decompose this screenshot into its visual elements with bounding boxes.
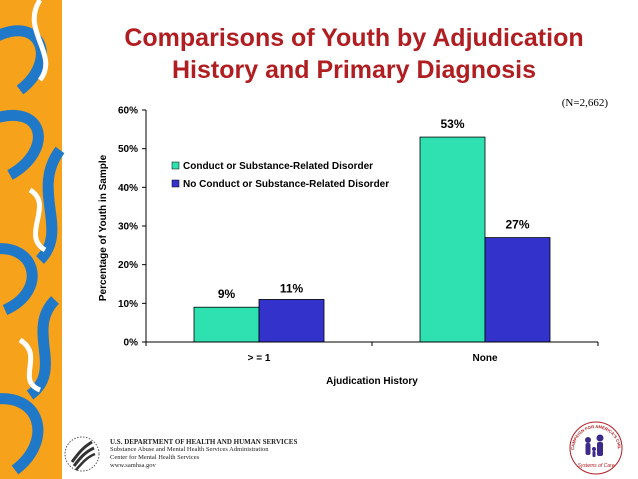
data-label: 11% [280,281,304,295]
y-axis-ticks: 0% 10% 20% 30% 40% 50% 60% [118,106,146,349]
y-axis-title: Percentage of Youth in Sample [98,154,109,301]
footer-department: U.S. DEPARTMENT OF HEALTH AND HUMAN SERV… [110,438,298,446]
legend-label-series-1: Conduct or Substance-Related Disorder [183,161,373,172]
family-figures-icon [585,434,604,457]
x-category-label: None [473,353,498,364]
legend-swatch-series-2 [171,179,180,188]
y-tick-label: 30% [118,222,138,233]
decorative-sidebar [0,0,80,479]
hhs-eagle-logo-icon [64,436,100,472]
data-label: 27% [505,218,529,232]
bar-series-2 [484,237,551,343]
footer-website: www.samhsa.gov [110,462,156,469]
sample-size-note: (N=2,662) [562,97,609,109]
seal-caption: Systems of Care [578,463,615,469]
y-tick-label: 40% [118,183,138,194]
footer-agency: Substance Abuse and Mental Health Servic… [110,446,269,453]
data-label: 9% [218,287,236,301]
bars: 9% 11% 53% 27% [193,117,551,343]
y-tick-label: 0% [124,338,139,349]
data-label: 53% [440,117,464,131]
footer-center: Center for Mental Health Services [110,454,200,461]
legend: Conduct or Substance-Related Disorder No… [171,161,389,190]
y-tick-label: 10% [118,299,138,310]
slide-title: Comparisons of Youth by Adjudication His… [84,22,624,86]
systems-of-care-seal: CAMPAIGN FOR AMERICA'S CHILDREN'S MENTAL… [566,418,623,475]
hhs-footer: U.S. DEPARTMENT OF HEALTH AND HUMAN SERV… [62,432,322,476]
x-category-label: > = 1 [248,353,271,364]
bar-series-2 [258,299,325,343]
legend-label-series-2: No Conduct or Substance-Related Disorder [183,179,389,190]
y-tick-label: 60% [118,106,138,117]
x-axis-title: Ajudication History [326,376,418,387]
y-tick-label: 20% [118,260,138,271]
legend-swatch-series-1 [171,161,180,170]
title-line-2: History and Primary Diagnosis [171,56,536,84]
bar-series-1 [193,306,260,343]
title-line-1: Comparisons of Youth by Adjudication [124,24,584,52]
x-axis-categories: > = 1 None [145,342,599,364]
bar-series-1 [419,136,486,343]
y-tick-label: 50% [118,144,138,155]
